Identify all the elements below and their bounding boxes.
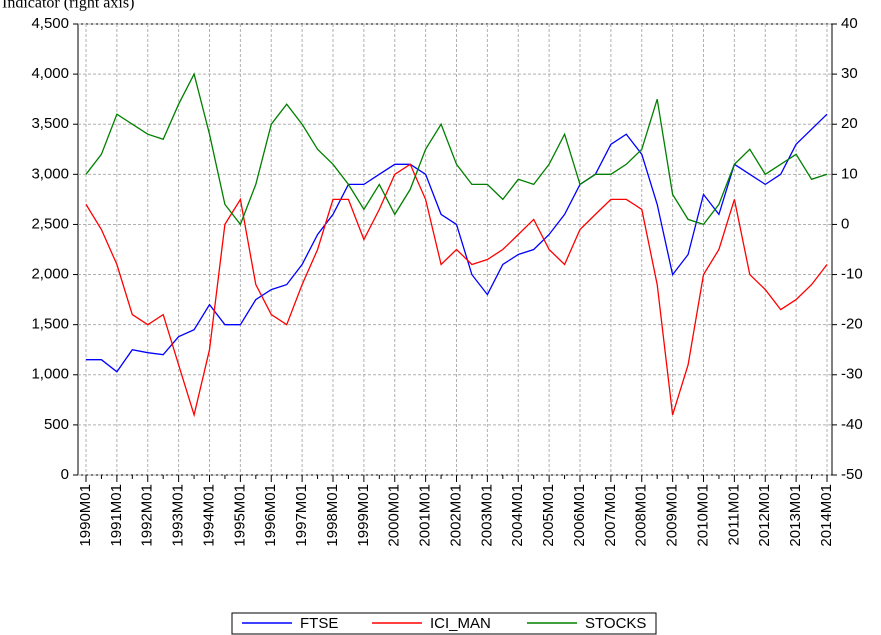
y2-tick-label: -40: [841, 416, 863, 433]
y-tick-label: 0: [61, 466, 69, 483]
y-tick-label: 1,000: [31, 366, 69, 383]
legend-label: ICI_MAN: [430, 615, 491, 632]
x-tick-label: 1990M01: [77, 484, 94, 547]
series-line: [86, 113, 828, 373]
y2-tick-label: 30: [841, 65, 858, 82]
x-tick-label: 2008M01: [633, 484, 650, 547]
series-line: [85, 72, 828, 226]
x-tick-label: 2005M01: [540, 484, 557, 547]
y2-tick-label: 0: [841, 215, 849, 232]
x-tick-label: 1996M01: [262, 484, 279, 547]
y-tick-label: 500: [44, 416, 69, 433]
x-tick-label: 1999M01: [355, 484, 372, 547]
x-tick-label: 1993M01: [170, 484, 187, 547]
y-tick-label: 4,000: [31, 65, 69, 82]
chart-title: Indicator (right axis): [2, 0, 134, 12]
x-tick-label: 2006M01: [571, 484, 588, 547]
y-tick-label: 1,500: [31, 316, 69, 333]
x-tick-label: 2012M01: [756, 484, 773, 547]
x-tick-label: 1998M01: [324, 484, 341, 547]
x-tick-label: 2011M01: [725, 484, 742, 545]
y2-tick-label: 10: [841, 165, 858, 182]
x-tick-label: 1991M01: [108, 484, 125, 547]
x-tick-label: 1994M01: [200, 484, 217, 547]
x-tick-label: 2002M01: [447, 484, 464, 547]
x-tick-label: 2000M01: [386, 484, 403, 547]
x-tick-label: 2003M01: [478, 484, 495, 547]
series-line: [85, 163, 828, 418]
x-tick-label: 2013M01: [787, 484, 804, 547]
legend-label: FTSE: [300, 615, 338, 632]
x-tick-label: 1992M01: [139, 484, 156, 547]
x-tick-label: 1995M01: [231, 484, 248, 547]
y2-tick-label: -10: [841, 266, 863, 283]
y2-tick-label: -30: [841, 366, 863, 383]
x-tick-label: 2010M01: [694, 484, 711, 547]
y-tick-label: 4,500: [31, 15, 69, 32]
x-tick-label: 1997M01: [293, 484, 310, 547]
y-tick-label: 2,500: [31, 215, 69, 232]
legend-label: STOCKS: [585, 615, 646, 632]
legend: [231, 612, 657, 635]
y2-tick-label: -20: [841, 316, 863, 333]
y2-tick-label: -50: [841, 466, 863, 483]
x-tick-label: 2001M01: [417, 484, 434, 547]
x-tick-label: 2009M01: [664, 484, 681, 547]
y-tick-label: 2,000: [31, 266, 69, 283]
y-tick-label: 3,500: [31, 115, 69, 132]
y2-tick-label: 40: [841, 15, 858, 32]
y-tick-label: 3,000: [31, 165, 69, 182]
x-tick-label: 2007M01: [602, 484, 619, 547]
x-tick-label: 2014M01: [818, 484, 835, 547]
x-tick-label: 2004M01: [509, 484, 526, 547]
y2-tick-label: 20: [841, 115, 858, 132]
